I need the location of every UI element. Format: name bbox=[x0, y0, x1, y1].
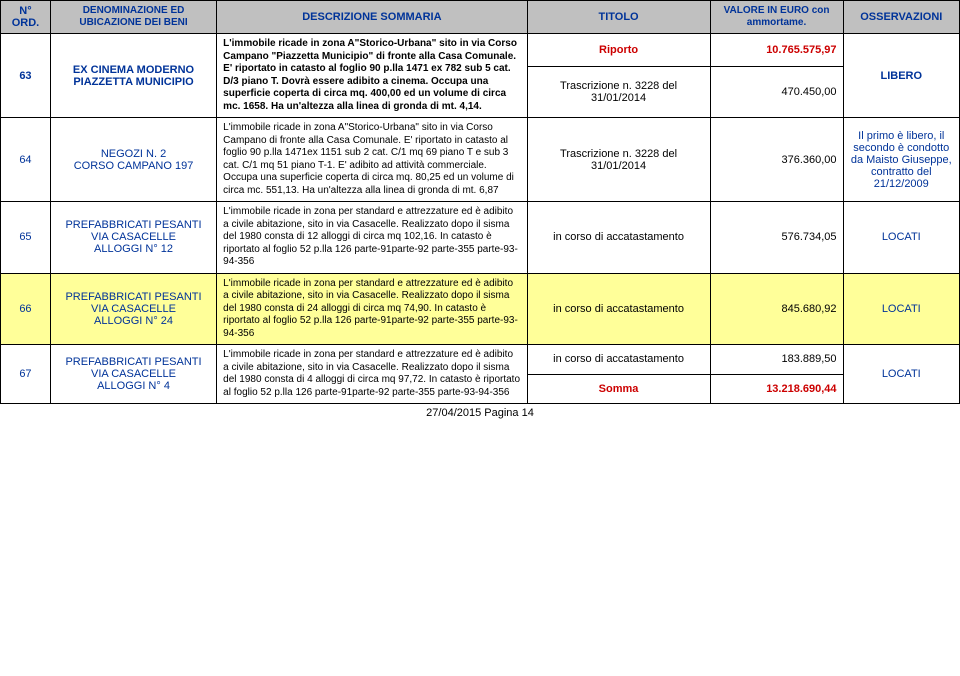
valore-cell: 576.734,05 bbox=[710, 202, 843, 274]
titolo-cell: in corso di accatastamento bbox=[527, 273, 710, 345]
ord-cell: 63 bbox=[1, 34, 51, 118]
table-body: 63EX CINEMA MODERNOPIAZZETTA MUNICIPIOL'… bbox=[1, 34, 960, 404]
titolo-cell: Trascrizione n. 3228 del31/01/2014 bbox=[527, 66, 710, 117]
ord-cell: 64 bbox=[1, 118, 51, 202]
header-valore: VALORE IN EURO con ammortame. bbox=[710, 1, 843, 34]
denom-cell: NEGOZI N. 2CORSO CAMPANO 197 bbox=[50, 118, 216, 202]
descr-cell: L'immobile ricade in zona A"Storico-Urba… bbox=[217, 34, 527, 118]
header-titolo: TITOLO bbox=[527, 1, 710, 34]
denom-cell: PREFABBRICATI PESANTIVIA CASACELLEALLOGG… bbox=[50, 345, 216, 404]
inventory-table: N° ORD. DENOMINAZIONE ED UBICAZIONE DEI … bbox=[0, 0, 960, 404]
titolo-cell: in corso di accatastamento bbox=[527, 202, 710, 274]
table-header: N° ORD. DENOMINAZIONE ED UBICAZIONE DEI … bbox=[1, 1, 960, 34]
riporto-value: 10.765.575,97 bbox=[710, 34, 843, 67]
osserv-cell: LOCATI bbox=[843, 273, 959, 345]
osserv-cell: LIBERO bbox=[843, 34, 959, 118]
osserv-cell: LOCATI bbox=[843, 345, 959, 404]
valore-cell: 376.360,00 bbox=[710, 118, 843, 202]
denom-cell: PREFABBRICATI PESANTIVIA CASACELLEALLOGG… bbox=[50, 202, 216, 274]
header-denom: DENOMINAZIONE ED UBICAZIONE DEI BENI bbox=[50, 1, 216, 34]
header-ord: N° ORD. bbox=[1, 1, 51, 34]
descr-cell: L'immobile ricade in zona per standard e… bbox=[217, 202, 527, 274]
osserv-cell: LOCATI bbox=[843, 202, 959, 274]
valore-cell: 470.450,00 bbox=[710, 66, 843, 117]
valore-cell: 845.680,92 bbox=[710, 273, 843, 345]
footer-date: 27/04/2015 Pagina 14 bbox=[0, 404, 960, 422]
riporto-label: Riporto bbox=[527, 34, 710, 67]
ord-cell: 67 bbox=[1, 345, 51, 404]
ord-cell: 65 bbox=[1, 202, 51, 274]
titolo-cell: Trascrizione n. 3228 del31/01/2014 bbox=[527, 118, 710, 202]
valore-cell: 183.889,50 bbox=[710, 345, 843, 375]
somma-label: Somma bbox=[527, 374, 710, 404]
header-osserv: OSSERVAZIONI bbox=[843, 1, 959, 34]
descr-cell: L'immobile ricade in zona per standard e… bbox=[217, 273, 527, 345]
osserv-cell: Il primo è libero, il secondo è condotto… bbox=[843, 118, 959, 202]
descr-cell: L'immobile ricade in zona per standard e… bbox=[217, 345, 527, 404]
descr-cell: L'immobile ricade in zona A"Storico-Urba… bbox=[217, 118, 527, 202]
titolo-cell: in corso di accatastamento bbox=[527, 345, 710, 375]
header-descr: DESCRIZIONE SOMMARIA bbox=[217, 1, 527, 34]
ord-cell: 66 bbox=[1, 273, 51, 345]
somma-value: 13.218.690,44 bbox=[710, 374, 843, 404]
denom-cell: EX CINEMA MODERNOPIAZZETTA MUNICIPIO bbox=[50, 34, 216, 118]
denom-cell: PREFABBRICATI PESANTIVIA CASACELLEALLOGG… bbox=[50, 273, 216, 345]
